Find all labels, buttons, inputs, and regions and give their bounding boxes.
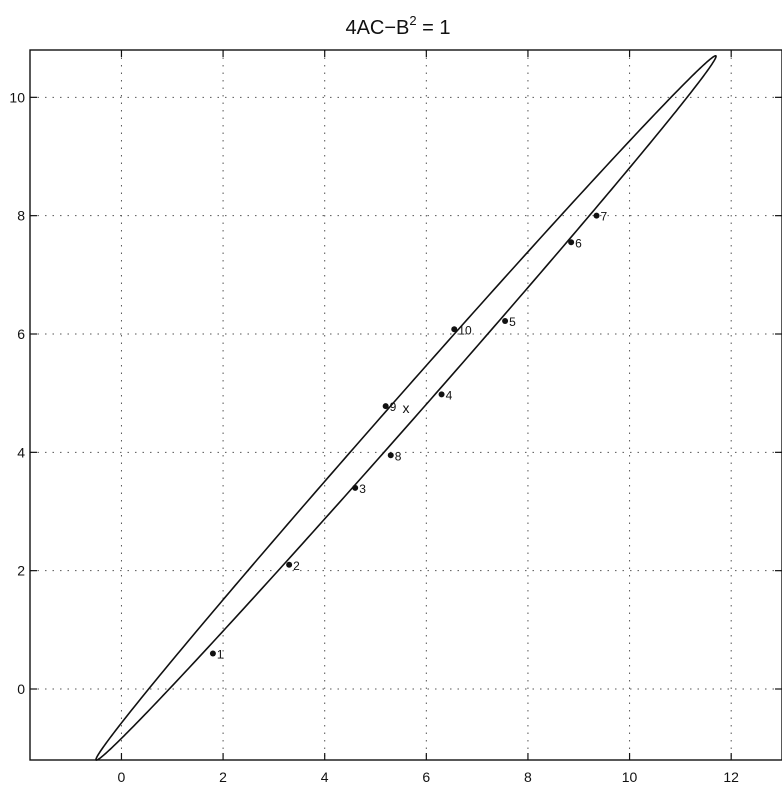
data-point-label-3: 3 <box>359 482 366 496</box>
chart-title-suffix: = 1 <box>417 17 451 39</box>
x-tick-label: 6 <box>422 769 430 785</box>
data-point-7 <box>593 212 600 219</box>
data-point-3 <box>352 484 359 491</box>
grid <box>30 50 782 760</box>
data-point-label-9: 9 <box>390 400 397 414</box>
x-tick-label: 8 <box>524 769 532 785</box>
y-tick-label: 6 <box>17 326 25 342</box>
data-point-6 <box>568 239 575 246</box>
y-tick-label: 4 <box>17 444 25 460</box>
data-point-10 <box>451 326 458 333</box>
data-point-label-2: 2 <box>293 559 300 573</box>
data-point-label-4: 4 <box>446 388 453 402</box>
y-tick-label: 0 <box>17 681 25 697</box>
data-point-4 <box>438 391 445 398</box>
data-point-8 <box>387 452 394 459</box>
chart-title: 4AC−B2 = 1 <box>345 13 450 39</box>
y-tick-label: 8 <box>17 208 25 224</box>
data-point-label-1: 1 <box>217 648 224 662</box>
x-tick-label: 10 <box>622 769 638 785</box>
data-point-9 <box>382 403 389 410</box>
y-tick-label: 2 <box>17 563 25 579</box>
data-points: 1 2 3 4 5 6 7 8 9 10 x <box>209 210 608 662</box>
data-point-label-7: 7 <box>601 210 608 224</box>
x-tick-label: 2 <box>219 769 227 785</box>
data-point-label-6: 6 <box>575 236 582 250</box>
ellipse-center-marker: x <box>403 400 410 416</box>
x-tick-label: 4 <box>321 769 329 785</box>
data-point-label-5: 5 <box>509 315 516 329</box>
data-point-5 <box>502 317 509 324</box>
data-point-2 <box>286 561 293 568</box>
plot-frame <box>29 49 782 761</box>
data-point-label-8: 8 <box>395 449 402 463</box>
x-tick-label: 12 <box>723 769 739 785</box>
x-tick-label: 0 <box>118 769 126 785</box>
data-point-label-10: 10 <box>458 323 472 337</box>
y-tick-label: 10 <box>9 89 25 105</box>
data-point-1 <box>209 650 216 657</box>
chart-title-superscript: 2 <box>409 13 416 28</box>
